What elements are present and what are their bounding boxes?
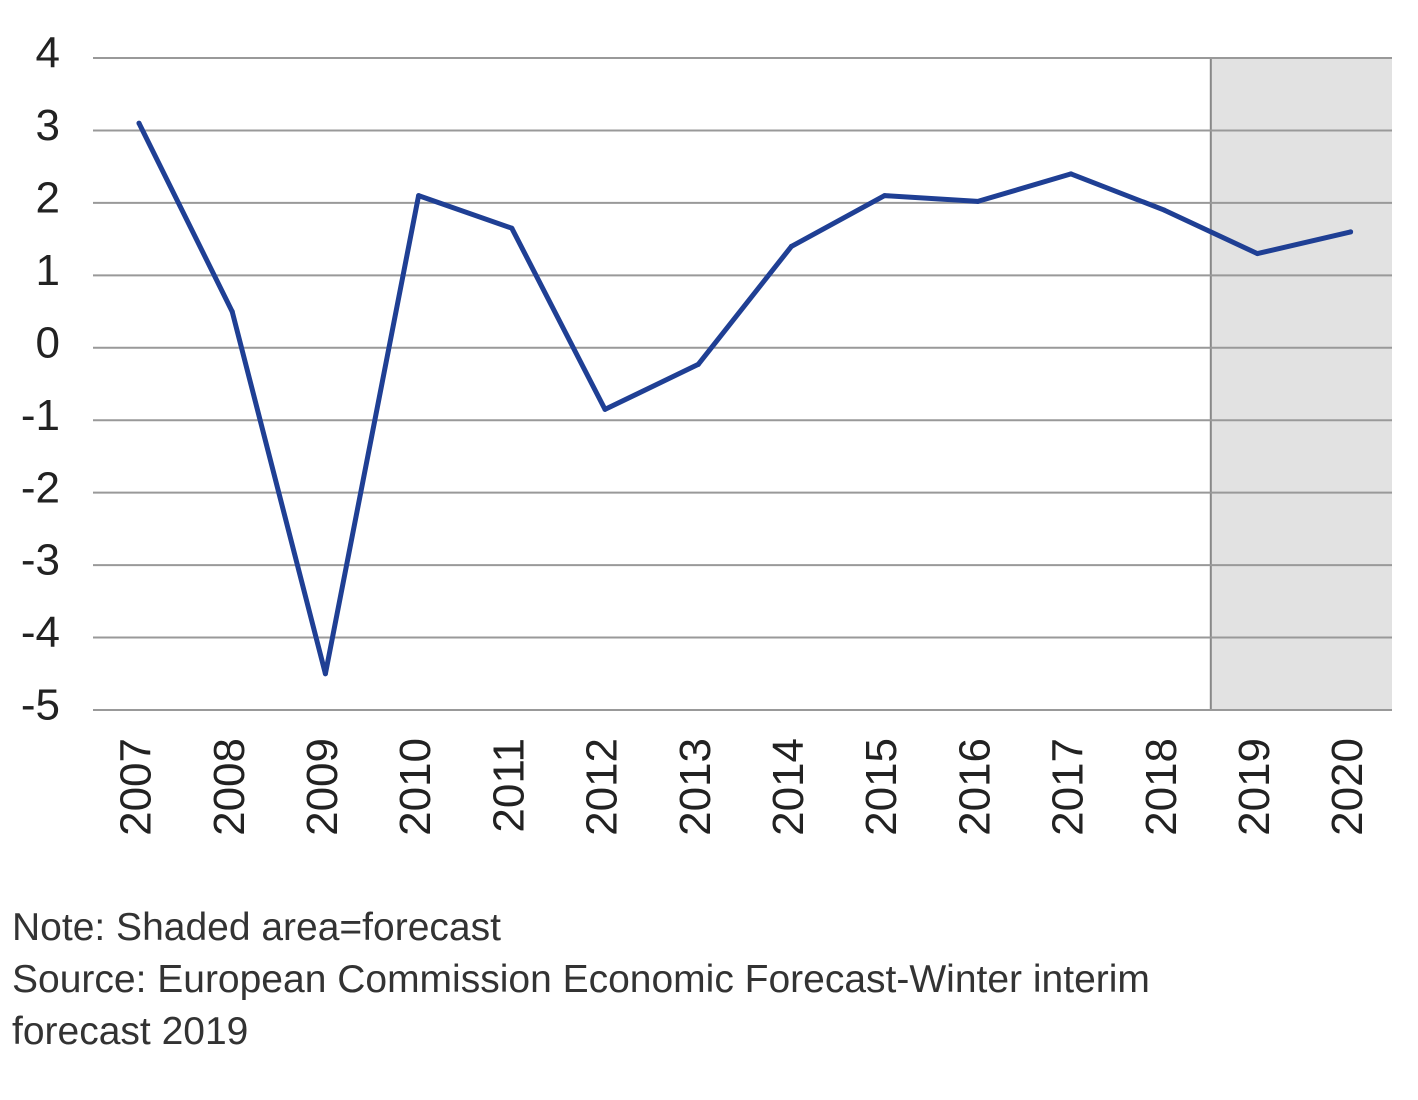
x-tick-label: 2017 <box>1044 738 1093 836</box>
data-point <box>1348 229 1354 235</box>
data-point <box>882 193 888 199</box>
y-tick-label: -5 <box>21 681 60 730</box>
y-tick-label: 1 <box>36 246 60 295</box>
y-tick-label: 0 <box>36 318 60 367</box>
x-tick-label: 2008 <box>205 738 254 836</box>
x-tick-label: 2007 <box>112 738 161 836</box>
y-tick-label: 4 <box>36 29 60 78</box>
data-point <box>229 309 235 315</box>
chart-notes: Note: Shaded area=forecast Source: Europ… <box>12 902 1402 1058</box>
x-tick-label: 2020 <box>1323 738 1372 836</box>
note-text: Note: Shaded area=forecast <box>12 906 501 949</box>
data-point <box>509 225 515 231</box>
source-text-line-1: Source: European Commission Economic For… <box>12 958 1150 1001</box>
y-tick-label: -4 <box>21 608 60 657</box>
data-point <box>1161 207 1167 213</box>
data-point <box>322 671 328 677</box>
data-point <box>975 198 981 204</box>
series-layer <box>136 120 1354 677</box>
x-tick-label: 2019 <box>1230 738 1279 836</box>
x-tick-label: 2010 <box>391 738 440 836</box>
x-tick-label: 2018 <box>1137 738 1186 836</box>
x-tick-label: 2015 <box>857 738 906 836</box>
data-point <box>695 361 701 367</box>
x-tick-label: 2016 <box>950 738 999 836</box>
x-tick-label: 2012 <box>578 738 627 836</box>
grid-layer <box>93 57 1392 711</box>
source-text-line-2: forecast 2019 <box>12 1010 249 1053</box>
y-tick-label: -1 <box>21 391 60 440</box>
y-tick-label: 2 <box>36 174 60 223</box>
x-tick-label: 2009 <box>298 738 347 836</box>
x-tick-label: 2011 <box>484 738 533 833</box>
data-point <box>788 243 794 249</box>
y-tick-label: 3 <box>36 101 60 150</box>
forecast-shade-layer <box>1209 58 1392 710</box>
x-tick-label: 2014 <box>764 738 813 836</box>
data-point <box>136 120 142 126</box>
line-chart: 4 3 2 1 0 -1 -2 -3 -4 -5 2007 2008 2009 2010 2011 2012… <box>21 29 1392 836</box>
data-point <box>1068 171 1074 177</box>
y-tick-label: -2 <box>21 463 60 512</box>
forecast-shaded-area <box>1210 58 1392 710</box>
x-tick-label: 2013 <box>671 738 720 836</box>
series-line <box>136 120 1354 677</box>
data-point <box>416 193 422 199</box>
data-point <box>602 406 608 412</box>
x-tick-labels: 2007 2008 2009 2010 2011 2012 2013 2014 2015 2016… <box>112 738 1373 836</box>
y-tick-label: -3 <box>21 536 60 585</box>
data-point <box>1254 251 1260 257</box>
y-tick-labels: 4 3 2 1 0 -1 -2 -3 -4 -5 <box>21 29 60 730</box>
